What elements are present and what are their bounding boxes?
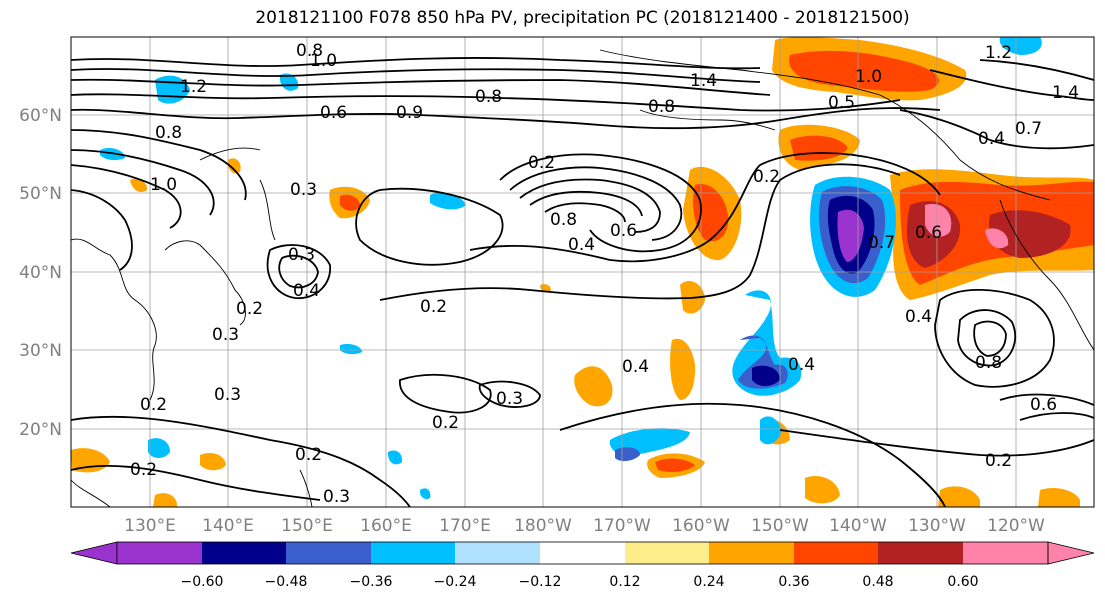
latitude-labels: 20°N 30°N 40°N 50°N 60°N: [19, 106, 62, 440]
contour-label: 0.7: [868, 233, 895, 253]
contour-label: 1.0: [150, 175, 177, 195]
lon-label: 130°E: [124, 516, 176, 536]
contour-label: 0.8: [648, 97, 675, 117]
contour-label: 0.3: [212, 325, 239, 345]
contour-label: 0.4: [293, 281, 320, 301]
colorbar-bin: [371, 542, 455, 564]
contour-label: 0.3: [288, 245, 315, 265]
contour-label: 0.4: [622, 357, 649, 377]
graticule: [71, 37, 1094, 507]
contour-label: 0.9: [396, 103, 423, 123]
contour-label: 0.2: [140, 395, 167, 415]
colorbar-tick: 0.12: [609, 574, 640, 590]
precip-positive-shading: [71, 37, 1094, 507]
lat-label: 40°N: [19, 263, 62, 283]
lon-label: 170°W: [593, 516, 651, 536]
longitude-labels: 130°E 140°E 150°E 160°E 170°E 180°W 170°…: [124, 516, 1045, 536]
contour-label: 1.2: [180, 77, 207, 97]
colorbar-bin: [963, 542, 1048, 564]
colorbar-tick: 0.36: [778, 574, 809, 590]
contour-label: 0.3: [323, 487, 350, 507]
contour-label: 0.2: [130, 460, 157, 480]
contour-label: 1.2: [985, 43, 1012, 63]
lon-label: 140°W: [829, 516, 887, 536]
contour-labels: 0.8 1.0 1.2 1.0 0.8 0.8 0.6 0.9 0.3 0.3 …: [130, 41, 1079, 507]
contour-label: 0.8: [475, 87, 502, 107]
colorbar-tick: −0.24: [434, 574, 477, 590]
colorbar-bin: [455, 542, 540, 564]
colorbar-bin: [117, 542, 202, 564]
contour-label: 0.3: [496, 389, 523, 409]
lat-label: 50°N: [19, 184, 62, 204]
contour-label: 0.3: [290, 180, 317, 200]
contour-label: 0.2: [236, 299, 263, 319]
pv-contours: [71, 57, 1094, 507]
contour-label: 0.2: [295, 445, 322, 465]
contour-label: 0.2: [985, 451, 1012, 471]
colorbar-bin: [878, 542, 963, 564]
colorbar-bin: [794, 542, 878, 564]
lon-label: 160°W: [672, 516, 730, 536]
colorbar-extend-high: [1047, 541, 1095, 565]
lon-label: 150°E: [281, 516, 333, 536]
lon-label: 130°W: [908, 516, 966, 536]
lon-label: 180°W: [514, 516, 572, 536]
contour-label: 0.8: [296, 41, 323, 61]
contour-label: 0.2: [753, 167, 780, 187]
lon-label: 150°W: [751, 516, 809, 536]
contour-label: 0.8: [155, 123, 182, 143]
colorbar-bin: [286, 542, 371, 564]
colorbar-tick: −0.36: [350, 574, 393, 590]
colorbar-bin: [540, 542, 625, 564]
contour-label: 0.2: [432, 413, 459, 433]
colorbar-bin: [625, 542, 709, 564]
map-content: 0.8 1.0 1.2 1.0 0.8 0.8 0.6 0.9 0.3 0.3 …: [71, 37, 1094, 507]
contour-label: 0.3: [214, 385, 241, 405]
colorbar-tick: 0.60: [947, 574, 978, 590]
contour-label: 1.0: [855, 67, 882, 87]
colorbar-bin: [202, 542, 286, 564]
contour-label: 1.4: [690, 71, 717, 91]
colorbar-tick: −0.12: [519, 574, 562, 590]
contour-label: 0.8: [975, 353, 1002, 373]
lat-label: 30°N: [19, 341, 62, 361]
lon-label: 120°W: [987, 516, 1045, 536]
contour-label: 0.5: [828, 93, 855, 113]
colorbar-tick: −0.60: [181, 574, 224, 590]
colorbar-tick: −0.48: [265, 574, 308, 590]
colorbar-tick: 0.24: [693, 574, 724, 590]
contour-label: 0.7: [1015, 119, 1042, 139]
colorbar-bin: [709, 542, 794, 564]
contour-label: 0.4: [568, 235, 595, 255]
lon-label: 140°E: [202, 516, 254, 536]
lat-label: 60°N: [19, 106, 62, 126]
lat-label: 20°N: [19, 420, 62, 440]
contour-label: 0.4: [788, 355, 815, 375]
contour-label: 0.4: [905, 307, 932, 327]
lon-label: 170°E: [439, 516, 491, 536]
colorbar-frame: [116, 541, 1049, 565]
coastlines: [71, 49, 1094, 507]
contour-label: 1.0: [310, 51, 337, 71]
map-title: 2018121100 F078 850 hPa PV, precipitatio…: [255, 8, 910, 28]
colorbar-tick: 0.48: [862, 574, 893, 590]
contour-label: 0.4: [978, 129, 1005, 149]
contour-label: 0.6: [915, 223, 942, 243]
colorbar-ticks: −0.60 −0.48 −0.36 −0.24 −0.12 0.12 0.24 …: [181, 574, 979, 590]
contour-label: 0.6: [320, 103, 347, 123]
lon-label: 160°E: [360, 516, 412, 536]
contour-label: 0.2: [528, 153, 555, 173]
colorbar-extend-low: [70, 541, 118, 565]
colorbar: −0.60 −0.48 −0.36 −0.24 −0.12 0.12 0.24 …: [70, 541, 1095, 590]
contour-label: 0.6: [1030, 395, 1057, 415]
contour-label: 0.6: [610, 221, 637, 241]
contour-label: 0.8: [550, 210, 577, 230]
contour-label: 0.2: [420, 297, 447, 317]
map-frame: [70, 36, 1095, 508]
contour-label: 1.4: [1052, 83, 1079, 103]
